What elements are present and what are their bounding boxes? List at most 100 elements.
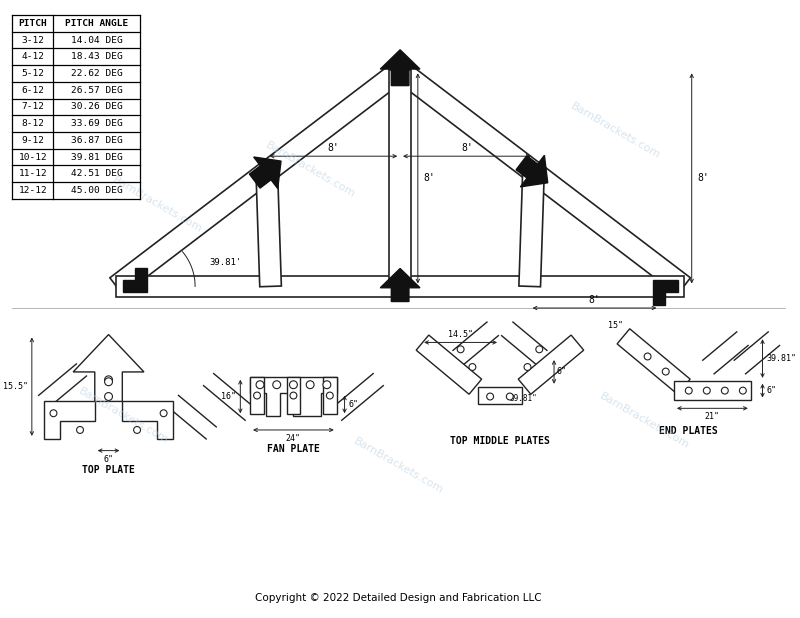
Polygon shape [44, 402, 94, 439]
Circle shape [134, 426, 141, 433]
Circle shape [323, 381, 330, 389]
Text: PITCH: PITCH [18, 19, 47, 28]
Text: 5-12: 5-12 [22, 69, 44, 78]
Text: 16": 16" [222, 392, 236, 401]
Circle shape [160, 410, 167, 417]
Text: PITCH ANGLE: PITCH ANGLE [65, 19, 128, 28]
Polygon shape [250, 377, 264, 414]
Text: 4-12: 4-12 [22, 53, 44, 61]
Polygon shape [122, 402, 174, 439]
Circle shape [50, 410, 57, 417]
Polygon shape [73, 334, 144, 402]
Text: BarnBrackets.com: BarnBrackets.com [77, 386, 170, 446]
Polygon shape [117, 276, 684, 297]
Circle shape [306, 381, 314, 389]
Polygon shape [256, 172, 282, 287]
Circle shape [457, 346, 464, 353]
Polygon shape [250, 157, 281, 188]
Polygon shape [674, 381, 750, 400]
Text: BarnBrackets.com: BarnBrackets.com [111, 175, 204, 234]
Text: 8': 8' [327, 143, 339, 153]
Text: 36.87 DEG: 36.87 DEG [71, 136, 122, 145]
Text: 11-12: 11-12 [18, 169, 47, 178]
Circle shape [686, 387, 692, 394]
Polygon shape [110, 62, 406, 295]
Circle shape [105, 378, 113, 386]
Text: 6": 6" [557, 368, 567, 376]
Circle shape [469, 363, 476, 370]
Text: 6": 6" [349, 400, 358, 409]
Circle shape [644, 353, 651, 360]
Text: 3-12: 3-12 [22, 36, 44, 44]
Text: 45.00 DEG: 45.00 DEG [71, 186, 122, 195]
Circle shape [290, 381, 298, 389]
Circle shape [703, 387, 710, 394]
Polygon shape [478, 387, 522, 404]
Polygon shape [286, 377, 300, 414]
Text: END PLATES: END PLATES [659, 426, 718, 436]
Circle shape [77, 426, 83, 433]
Circle shape [290, 392, 297, 399]
Polygon shape [380, 268, 420, 302]
Polygon shape [323, 377, 337, 414]
Text: BarnBrackets.com: BarnBrackets.com [263, 140, 357, 200]
Text: 42.51 DEG: 42.51 DEG [71, 169, 122, 178]
Circle shape [326, 392, 334, 399]
Text: 7-12: 7-12 [22, 103, 44, 111]
Text: BarnBrackets.com: BarnBrackets.com [569, 101, 662, 161]
Text: 22.62 DEG: 22.62 DEG [71, 69, 122, 78]
Text: 30.26 DEG: 30.26 DEG [71, 103, 122, 111]
Text: 39.81": 39.81" [510, 394, 538, 404]
Polygon shape [394, 62, 690, 295]
Polygon shape [122, 268, 147, 292]
Text: 12-12: 12-12 [18, 186, 47, 195]
Text: 8-12: 8-12 [22, 119, 44, 128]
Text: 39.81': 39.81' [210, 258, 242, 267]
Polygon shape [250, 377, 337, 416]
Polygon shape [416, 335, 482, 394]
Text: 8': 8' [461, 143, 473, 153]
Text: 21": 21" [705, 412, 720, 421]
Text: 24": 24" [286, 434, 301, 443]
Text: 18.43 DEG: 18.43 DEG [71, 53, 122, 61]
Text: 15.5": 15.5" [3, 382, 28, 391]
Text: TOP MIDDLE PLATES: TOP MIDDLE PLATES [450, 436, 550, 446]
Polygon shape [390, 70, 411, 286]
Text: 6": 6" [103, 455, 114, 464]
Circle shape [486, 393, 494, 400]
Polygon shape [516, 155, 548, 187]
Text: 10-12: 10-12 [18, 153, 47, 161]
Text: 9-12: 9-12 [22, 136, 44, 145]
Polygon shape [518, 335, 584, 394]
Circle shape [273, 381, 281, 389]
Polygon shape [617, 329, 690, 394]
Text: 6-12: 6-12 [22, 86, 44, 95]
Circle shape [105, 376, 113, 384]
Circle shape [254, 392, 261, 399]
Text: 26.57 DEG: 26.57 DEG [71, 86, 122, 95]
Circle shape [662, 368, 669, 375]
Text: 8': 8' [424, 174, 435, 184]
Text: FAN PLATE: FAN PLATE [267, 444, 320, 454]
Text: 14.04 DEG: 14.04 DEG [71, 36, 122, 44]
Text: Copyright © 2022 Detailed Design and Fabrication LLC: Copyright © 2022 Detailed Design and Fab… [255, 593, 542, 603]
Text: 33.69 DEG: 33.69 DEG [71, 119, 122, 128]
Circle shape [722, 387, 728, 394]
Circle shape [256, 381, 264, 389]
Circle shape [524, 363, 531, 370]
Text: TOP PLATE: TOP PLATE [82, 465, 135, 475]
Polygon shape [380, 50, 420, 85]
Circle shape [739, 387, 746, 394]
Polygon shape [519, 172, 544, 287]
Text: BarnBrackets.com: BarnBrackets.com [352, 436, 446, 495]
Text: 6": 6" [766, 386, 777, 395]
Text: 15": 15" [608, 321, 623, 331]
Text: BarnBrackets.com: BarnBrackets.com [598, 391, 691, 451]
Polygon shape [654, 281, 678, 305]
Circle shape [506, 393, 514, 400]
Text: 39.81 DEG: 39.81 DEG [71, 153, 122, 161]
Text: 14.5": 14.5" [448, 331, 473, 339]
Text: 8': 8' [589, 295, 600, 305]
Text: 8': 8' [698, 174, 710, 184]
Text: 39.81": 39.81" [766, 354, 797, 363]
